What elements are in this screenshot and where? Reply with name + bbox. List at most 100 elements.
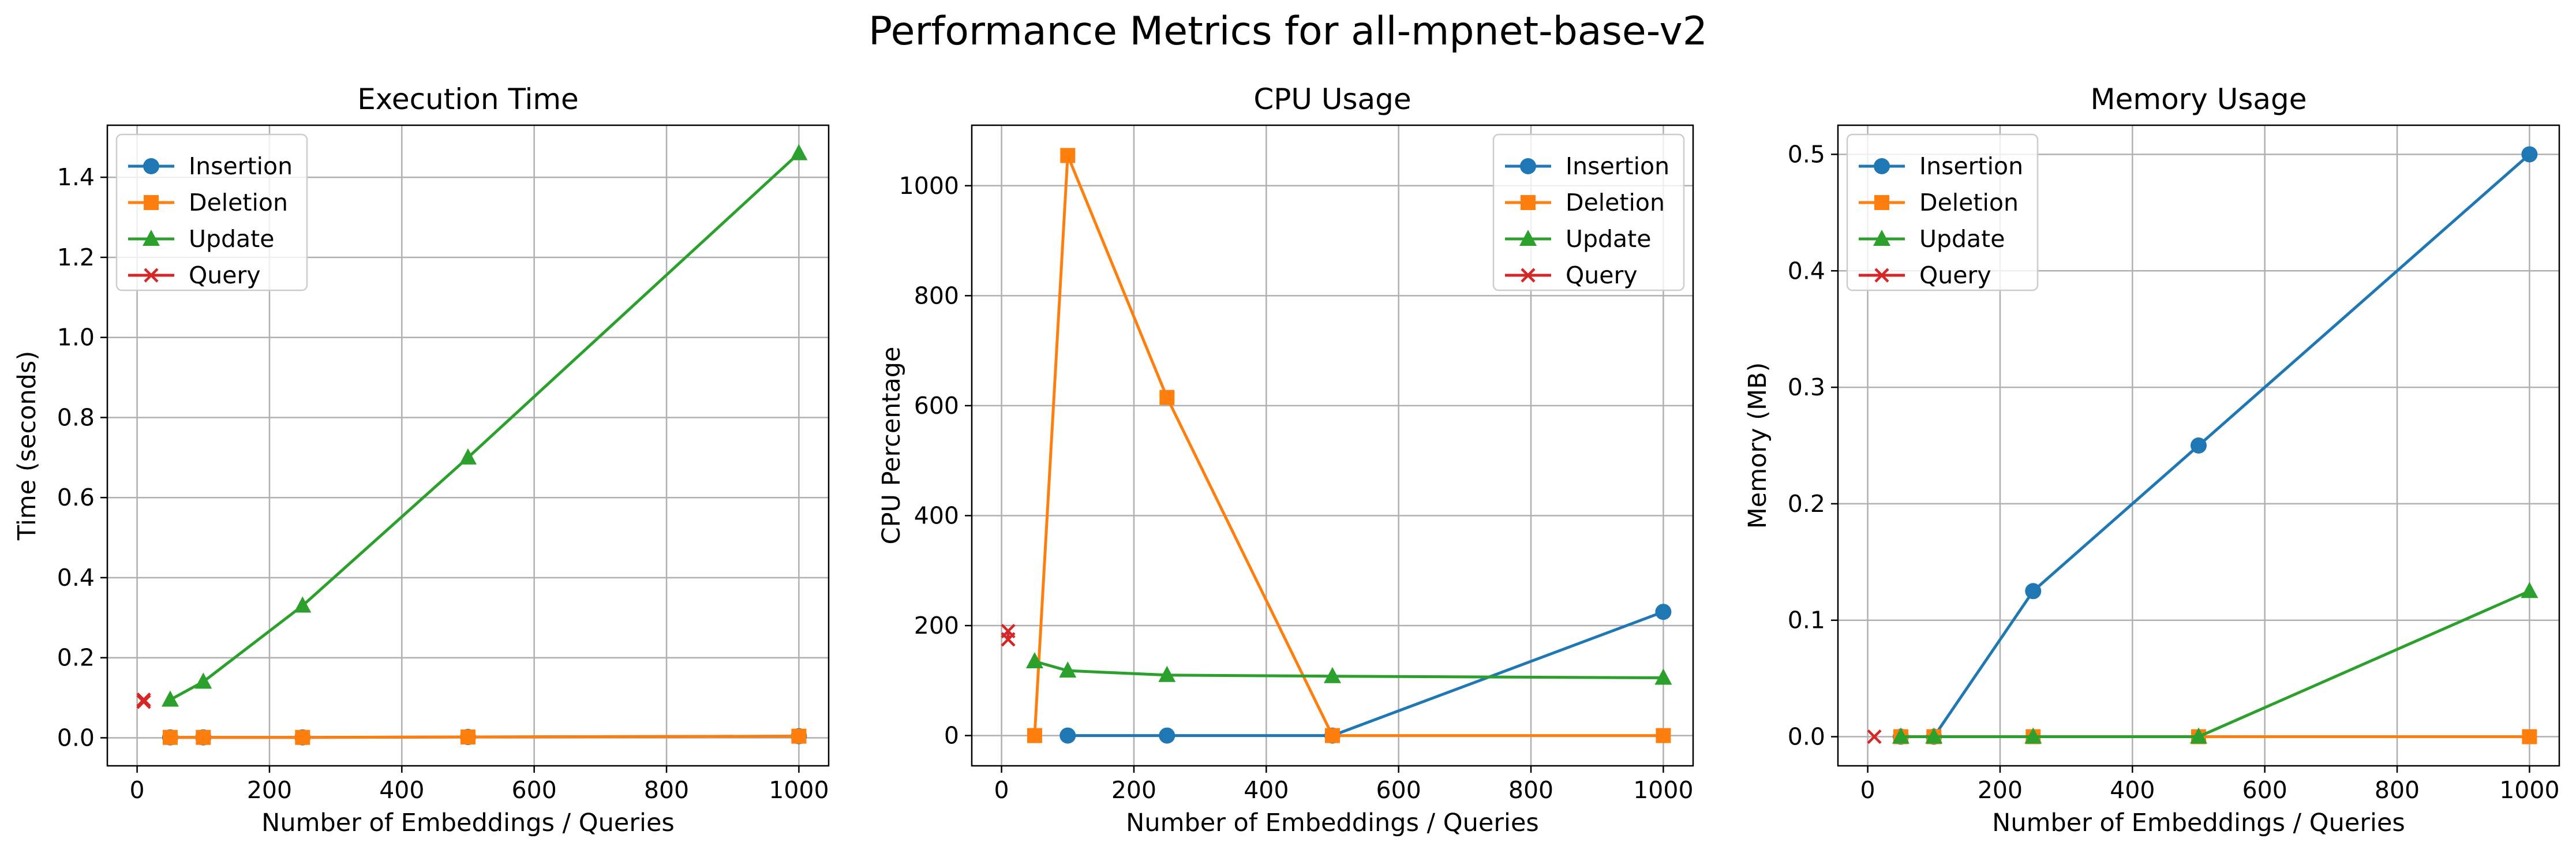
y-tick-label: 0.4 [57, 564, 95, 592]
legend: Insertion Deletion Update Query [1492, 133, 1685, 291]
y-axis-label: CPU Percentage [877, 347, 906, 545]
legend-insertion-marker [143, 158, 159, 174]
legend-insertion-marker [1520, 158, 1536, 174]
insertion-point [2025, 583, 2042, 600]
figure-title: Performance Metrics for all-mpnet-base-v… [868, 9, 1708, 54]
legend-insertion-label: Insertion [1566, 152, 1669, 180]
legend-insertion-label: Insertion [1919, 152, 2023, 180]
insertion-point [2521, 146, 2538, 163]
deletion-point [1060, 148, 1076, 163]
y-tick-label: 0.2 [57, 644, 95, 672]
legend-update-label: Update [189, 225, 275, 253]
plot-area [1001, 148, 1672, 744]
x-tick-label: 1000 [1633, 776, 1693, 804]
legend-deletion-label: Deletion [189, 189, 288, 216]
plot-frame [971, 124, 1694, 767]
x-tick-label: 0 [1860, 776, 1875, 804]
update-point [1324, 667, 1341, 683]
update-point [459, 448, 477, 465]
deletion-point [1159, 390, 1175, 405]
y-tick-label: 200 [914, 612, 959, 639]
x-axis-label: Number of Embeddings / Queries [1126, 809, 1539, 837]
y-tick-label: 0.0 [1788, 723, 1825, 751]
y-tick-label: 400 [914, 502, 959, 529]
legend-insertion-label: Insertion [189, 152, 293, 180]
legend-deletion-marker [1874, 195, 1889, 210]
insertion-point [1159, 727, 1175, 744]
update-point [294, 596, 312, 613]
update-point [790, 144, 808, 160]
y-tick-label: 1.0 [57, 324, 95, 351]
y-tick-label: 600 [914, 392, 959, 420]
update-point [2521, 582, 2538, 598]
legend-update-label: Update [1919, 225, 2005, 253]
insertion-point [1655, 604, 1672, 620]
x-tick-label: 600 [1376, 776, 1421, 804]
update-point [1158, 665, 1176, 682]
deletion-point [1656, 728, 1671, 743]
y-tick-label: 0.8 [57, 403, 95, 431]
update-point [2190, 727, 2207, 744]
x-tick-label: 600 [2242, 776, 2287, 804]
update-point [2024, 727, 2042, 744]
legend-update-marker [1873, 230, 1890, 246]
x-tick-label: 0 [130, 776, 145, 804]
deletion-line [170, 735, 799, 739]
update-point [1654, 668, 1672, 685]
x-tick-label: 200 [247, 776, 292, 804]
update-line [1900, 589, 2530, 739]
y-tick-label: 0.4 [1788, 257, 1825, 285]
y-tick-label: 1.4 [57, 163, 95, 191]
y-tick-label: 0.1 [1788, 607, 1825, 634]
memory-usage-chart: 0 200 400 600 800 1000 0.0 0.1 0.2 0.3 0.4 0.5 Memor… [1743, 83, 2560, 837]
y-tick-label: 0.2 [1788, 490, 1825, 518]
x-tick-label: 800 [2375, 776, 2420, 804]
update-point [1892, 727, 1909, 744]
plot-area [1867, 146, 2538, 745]
y-tick-label: 0.6 [57, 484, 95, 511]
y-tick-label: 1.2 [57, 244, 95, 271]
insertion-point [2191, 437, 2207, 454]
y-tick-label: 0.0 [57, 724, 95, 751]
update-point [194, 672, 212, 689]
plot-frame [106, 124, 830, 767]
x-tick-label: 200 [1111, 776, 1156, 804]
deletion-point [460, 729, 475, 745]
legend-query-marker [1874, 268, 1889, 283]
legend-box [1846, 133, 2039, 291]
update-point [161, 690, 179, 707]
deletion-point [196, 729, 211, 745]
x-axis-label: Number of Embeddings / Queries [1992, 809, 2405, 837]
legend-deletion-marker [144, 195, 159, 210]
chart-title: Memory Usage [2090, 83, 2307, 116]
legend-update-label: Update [1566, 225, 1652, 253]
legend-insertion-marker [1874, 158, 1890, 174]
x-tick-label: 400 [2110, 776, 2155, 804]
y-tick-label: 0.3 [1788, 373, 1825, 401]
insertion-line [1068, 610, 1664, 738]
deletion-point [1325, 728, 1340, 743]
y-axis-label: Time (seconds) [13, 351, 42, 541]
x-tick-label: 0 [994, 776, 1009, 804]
y-tick-label: 0 [944, 722, 959, 750]
cpu-usage-chart: 0 200 400 600 800 1000 0 200 400 600 800 1000 CPU Us… [877, 83, 1694, 837]
y-tick-label: 0.5 [1788, 140, 1825, 168]
plot-frame [1837, 124, 2560, 767]
deletion-point [791, 728, 807, 744]
plot-area [136, 144, 808, 746]
query-point [1001, 632, 1016, 647]
deletion-point [162, 729, 178, 745]
query-point [136, 694, 151, 709]
legend-query-label: Query [1566, 261, 1638, 289]
deletion-point [1027, 728, 1042, 743]
x-tick-label: 600 [512, 776, 557, 804]
x-tick-label: 200 [1978, 776, 2023, 804]
legend-deletion-label: Deletion [1919, 189, 2019, 216]
x-tick-label: 800 [644, 776, 689, 804]
legend-deletion-label: Deletion [1566, 189, 1665, 216]
update-point [1059, 661, 1077, 678]
legend-query-marker [1521, 268, 1536, 283]
query-point [1867, 729, 1882, 744]
legend-deletion-marker [1521, 195, 1536, 210]
